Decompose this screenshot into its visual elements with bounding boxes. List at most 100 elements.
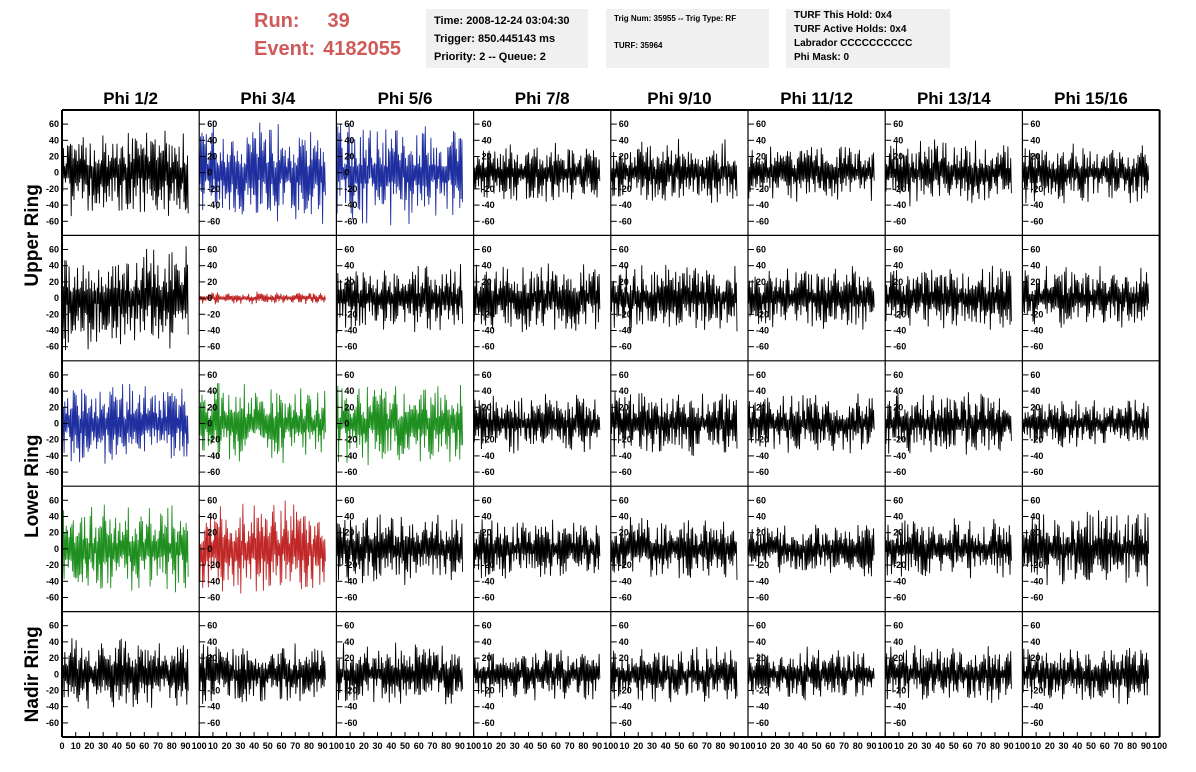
trigger-info-panel: Trig Num: 35955 -- Trig Type: RF TURF: 3…	[606, 9, 769, 68]
y-tick-label: -20	[756, 184, 769, 194]
y-tick-label: -20	[619, 686, 632, 696]
y-tick-label: -20	[619, 435, 632, 445]
x-tick-label: 10	[1031, 741, 1041, 751]
y-tick-label: -20	[482, 435, 495, 445]
y-tick-label: 40	[756, 512, 766, 522]
y-tick-label: 20	[756, 528, 766, 538]
y-tick-label: 20	[482, 152, 492, 162]
y-tick-label: 0	[619, 293, 624, 303]
y-tick-label: 0	[344, 544, 349, 554]
y-tick-label: -20	[893, 686, 906, 696]
x-tick-label: 70	[976, 741, 986, 751]
y-tick-label: 20	[344, 277, 354, 287]
y-tick-label: -60	[619, 718, 632, 728]
x-tick-label: 40	[386, 741, 396, 751]
waveform-row3-col4	[473, 394, 601, 454]
column-header-4: Phi 7/8	[515, 89, 570, 108]
y-tick-label: 40	[344, 261, 354, 271]
y-tick-label: 20	[619, 402, 629, 412]
y-tick-label: 20	[893, 528, 903, 538]
event-number: Event: 4182055	[254, 38, 401, 61]
y-tick-label: 40	[207, 261, 217, 271]
y-tick-label: 60	[344, 245, 354, 255]
x-tick-label: 100	[740, 741, 755, 751]
waveform-row4-col6	[747, 524, 875, 577]
y-tick-label: -60	[756, 342, 769, 352]
turf-this-hold-text: TURF This Hold: 0x4	[794, 10, 892, 21]
y-tick-label: 20	[1030, 528, 1040, 538]
y-tick-label: -40	[46, 326, 59, 336]
y-tick-label: -40	[893, 702, 906, 712]
y-tick-label: -60	[344, 718, 357, 728]
x-tick-label: 20	[496, 741, 506, 751]
y-tick-label: -60	[207, 342, 220, 352]
y-tick-label: -40	[619, 576, 632, 586]
y-tick-label: -40	[344, 702, 357, 712]
y-tick-label: 40	[756, 261, 766, 271]
y-tick-label: 20	[1030, 277, 1040, 287]
y-tick-label: 60	[619, 370, 629, 380]
y-tick-label: -60	[756, 718, 769, 728]
waveform-row1-col3	[335, 123, 464, 226]
y-tick-label: 40	[893, 135, 903, 145]
x-tick-label: 100	[603, 741, 618, 751]
y-tick-label: -40	[207, 576, 220, 586]
x-tick-label: 50	[126, 741, 136, 751]
turf-active-holds-text: TURF Active Holds: 0x4	[794, 24, 907, 35]
waveform-row5-col1	[61, 638, 189, 709]
y-tick-label: 40	[344, 512, 354, 522]
waveform-row1-col8	[1021, 143, 1150, 204]
y-tick-label: 60	[756, 119, 766, 129]
y-tick-label: -40	[619, 200, 632, 210]
x-tick-label: 30	[373, 741, 383, 751]
x-tick-label: 10	[620, 741, 630, 751]
y-tick-label: 60	[49, 495, 59, 505]
y-tick-label: -60	[619, 216, 632, 226]
y-tick-label: 20	[619, 528, 629, 538]
y-tick-label: 20	[482, 653, 492, 663]
run-number: Run: 39	[254, 10, 350, 33]
waveform-row3-col3	[335, 384, 464, 466]
waveform-row4-col3	[335, 514, 464, 586]
y-tick-label: -60	[207, 593, 220, 603]
waveform-row2-col6	[747, 266, 875, 330]
y-tick-label: 0	[207, 293, 212, 303]
x-tick-label: 50	[537, 741, 547, 751]
y-tick-label: 0	[893, 293, 898, 303]
y-tick-label: -20	[756, 309, 769, 319]
y-tick-label: -60	[756, 467, 769, 477]
y-tick-label: -40	[482, 702, 495, 712]
y-tick-label: 0	[54, 293, 59, 303]
waveform-row2-col4	[473, 263, 601, 333]
x-tick-label: 60	[688, 741, 698, 751]
y-tick-label: -40	[619, 326, 632, 336]
x-tick-label: 100	[1152, 741, 1167, 751]
y-tick-label: -60	[482, 342, 495, 352]
x-tick-label: 20	[770, 741, 780, 751]
y-tick-label: 40	[482, 512, 492, 522]
y-tick-label: -60	[1030, 593, 1043, 603]
y-tick-label: 40	[756, 637, 766, 647]
x-tick-label: 100	[329, 741, 344, 751]
x-tick-label: 40	[935, 741, 945, 751]
waveform-row2-col7	[884, 265, 1012, 330]
y-tick-label: 60	[1030, 621, 1040, 631]
y-tick-label: 0	[54, 544, 59, 554]
y-tick-label: 60	[344, 119, 354, 129]
x-tick-label: 50	[263, 741, 273, 751]
y-tick-label: 20	[893, 152, 903, 162]
waveform-row2-col5	[610, 264, 738, 332]
turf-info-panel: TURF This Hold: 0x4 TURF Active Holds: 0…	[786, 9, 950, 68]
waveform-row4-col8	[1021, 510, 1150, 587]
x-tick-label: 80	[441, 741, 451, 751]
y-tick-label: 20	[482, 277, 492, 287]
waveform-row4-col4	[473, 519, 601, 579]
y-tick-label: -60	[619, 467, 632, 477]
y-tick-label: 40	[49, 512, 59, 522]
y-tick-label: -60	[756, 216, 769, 226]
y-tick-label: 40	[482, 135, 492, 145]
trigger-text: Trigger: 850.445143 ms	[434, 33, 556, 45]
y-tick-label: -20	[619, 309, 632, 319]
y-tick-label: -40	[344, 200, 357, 210]
